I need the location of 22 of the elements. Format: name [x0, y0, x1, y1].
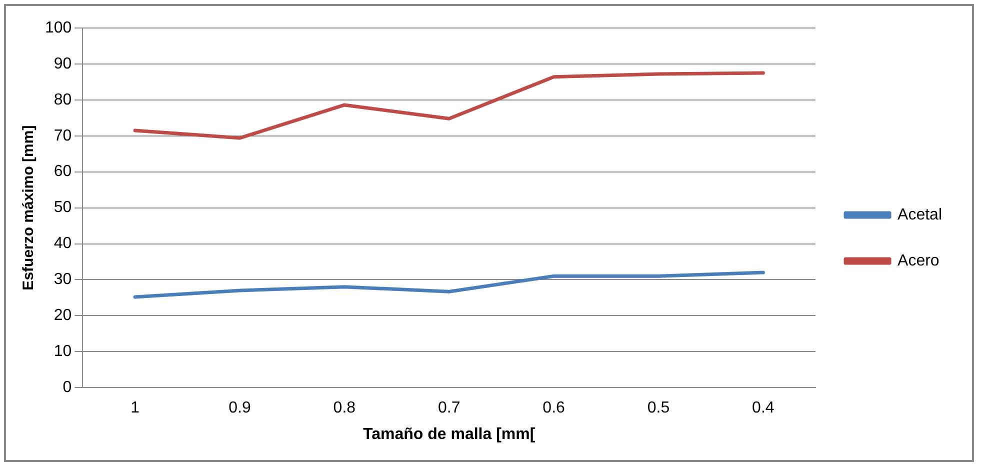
y-tick-label: 80	[54, 91, 72, 108]
y-tick-label: 50	[54, 199, 72, 216]
y-tick-label: 40	[54, 235, 72, 252]
legend-label: Acero	[898, 252, 940, 270]
y-tick-label: 70	[54, 127, 72, 144]
x-tick-label: 1	[130, 400, 140, 417]
x-tick-label: 0.9	[228, 400, 251, 417]
x-axis-title: Tamaño de malla [mm[	[363, 426, 536, 443]
y-tick-label: 100	[44, 19, 72, 36]
legend-label: Acetal	[898, 206, 942, 224]
x-tick-label: 0.4	[752, 400, 774, 417]
x-tick-label: 0.8	[333, 400, 356, 417]
y-tick-label: 60	[54, 163, 72, 180]
x-tick-label: 0.5	[647, 400, 670, 417]
x-tick-label: 0.6	[542, 400, 566, 417]
y-axis-title: Esfuerzo máximo [mm]	[20, 125, 38, 290]
y-tick-label: 0	[62, 379, 72, 396]
y-tick-label: 30	[54, 271, 72, 288]
x-tick-label: 0.7	[438, 400, 460, 417]
y-tick-label: 90	[54, 55, 72, 72]
y-tick-label: 10	[54, 343, 72, 360]
y-tick-label: 20	[54, 307, 72, 324]
